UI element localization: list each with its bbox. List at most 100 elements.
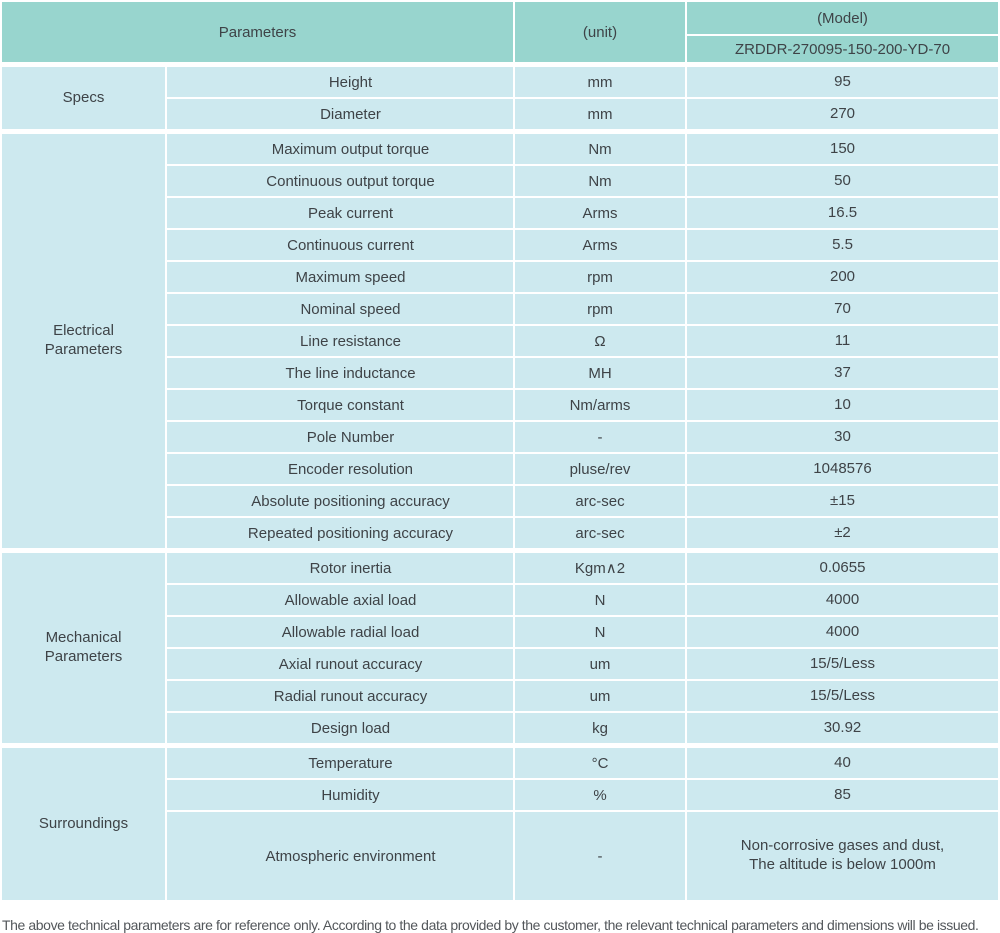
unit-cell: mm <box>515 64 685 97</box>
param-cell: Maximum output torque <box>167 131 513 164</box>
param-cell: Continuous current <box>167 230 513 260</box>
param-cell: The line inductance <box>167 358 513 388</box>
group-cell-specs: Specs <box>2 64 165 129</box>
param-cell: Rotor inertia <box>167 550 513 583</box>
model-number: ZRDDR-270095-150-200-YD-70 <box>687 36 998 62</box>
unit-cell: rpm <box>515 294 685 324</box>
unit-cell: N <box>515 617 685 647</box>
value-cell: 150 <box>687 131 998 164</box>
table-row: Diameter mm 270 <box>2 99 998 129</box>
value-cell: 30.92 <box>687 713 998 743</box>
unit-cell: Kgm∧2 <box>515 550 685 583</box>
unit-cell: um <box>515 649 685 679</box>
value-cell: 95 <box>687 64 998 97</box>
param-cell: Design load <box>167 713 513 743</box>
value-cell: 270 <box>687 99 998 129</box>
value-cell: ±15 <box>687 486 998 516</box>
header-row-2: ZRDDR-270095-150-200-YD-70 <box>2 36 998 62</box>
table-row: Allowable axial load N 4000 <box>2 585 998 615</box>
group-cell-electrical: Electrical Parameters <box>2 131 165 548</box>
table-row: Mechanical Parameters Rotor inertia Kgm∧… <box>2 550 998 743</box>
table-row: Electrical Parameters Maximum output tor… <box>2 131 998 548</box>
value-cell: 15/5/Less <box>687 649 998 679</box>
table-row: Peak current Arms 16.5 <box>2 198 998 228</box>
table-row: Line resistance Ω 11 <box>2 326 998 356</box>
unit-cell: Nm <box>515 166 685 196</box>
table-row: Nominal speed rpm 70 <box>2 294 998 324</box>
unit-cell: - <box>515 812 685 900</box>
unit-cell: um <box>515 681 685 711</box>
table-row: Maximum speed rpm 200 <box>2 262 998 292</box>
table-row: Surroundings Temperature °C 40 <box>2 745 998 900</box>
param-cell: Continuous output torque <box>167 166 513 196</box>
value-cell: Non-corrosive gases and dust, The altitu… <box>687 812 998 900</box>
param-cell: Encoder resolution <box>167 454 513 484</box>
param-cell: Diameter <box>167 99 513 129</box>
header-parameters: Parameters <box>2 2 513 62</box>
param-cell: Height <box>167 64 513 97</box>
unit-cell: MH <box>515 358 685 388</box>
unit-cell: Nm <box>515 131 685 164</box>
value-cell: 4000 <box>687 585 998 615</box>
param-cell: Axial runout accuracy <box>167 649 513 679</box>
value-cell: ±2 <box>687 518 998 548</box>
value-cell: 40 <box>687 745 998 778</box>
header-unit: (unit) <box>515 2 685 62</box>
value-cell: 70 <box>687 294 998 324</box>
param-cell: Radial runout accuracy <box>167 681 513 711</box>
unit-cell: °C <box>515 745 685 778</box>
param-cell: Atmospheric environment <box>167 812 513 900</box>
unit-cell: Arms <box>515 230 685 260</box>
value-cell: 10 <box>687 390 998 420</box>
param-cell: Nominal speed <box>167 294 513 324</box>
unit-cell: kg <box>515 713 685 743</box>
param-cell: Allowable axial load <box>167 585 513 615</box>
table-row: Axial runout accuracy um 15/5/Less <box>2 649 998 679</box>
table-header: Parameters (unit) (Model) ZRDDR-270095-1… <box>2 2 998 62</box>
param-cell: Temperature <box>167 745 513 778</box>
group-cell-surroundings: Surroundings <box>2 745 165 900</box>
unit-cell: Nm/arms <box>515 390 685 420</box>
table-row: Pole Number - 30 <box>2 422 998 452</box>
param-cell: Repeated positioning accuracy <box>167 518 513 548</box>
value-cell: 1048576 <box>687 454 998 484</box>
value-cell: 15/5/Less <box>687 681 998 711</box>
table-row: Encoder resolution pluse/rev 1048576 <box>2 454 998 484</box>
param-cell: Maximum speed <box>167 262 513 292</box>
value-cell: 30 <box>687 422 998 452</box>
spec-table: Parameters (unit) (Model) ZRDDR-270095-1… <box>0 0 1000 902</box>
header-model: (Model) <box>687 2 998 34</box>
table-row: Continuous output torque Nm 50 <box>2 166 998 196</box>
unit-cell: rpm <box>515 262 685 292</box>
unit-cell: mm <box>515 99 685 129</box>
value-cell: 16.5 <box>687 198 998 228</box>
header-row-1: Parameters (unit) (Model) <box>2 2 998 62</box>
unit-cell: - <box>515 422 685 452</box>
unit-cell: pluse/rev <box>515 454 685 484</box>
param-cell: Humidity <box>167 780 513 810</box>
table-row: Continuous current Arms 5.5 <box>2 230 998 260</box>
unit-cell: arc-sec <box>515 486 685 516</box>
value-cell: 11 <box>687 326 998 356</box>
value-cell: 200 <box>687 262 998 292</box>
unit-cell: % <box>515 780 685 810</box>
value-cell: 4000 <box>687 617 998 647</box>
table-row: Radial runout accuracy um 15/5/Less <box>2 681 998 711</box>
unit-cell: Arms <box>515 198 685 228</box>
value-cell: 85 <box>687 780 998 810</box>
value-cell: 37 <box>687 358 998 388</box>
param-cell: Torque constant <box>167 390 513 420</box>
unit-cell: N <box>515 585 685 615</box>
table-row: The line inductance MH 37 <box>2 358 998 388</box>
table-row: Design load kg 30.92 <box>2 713 998 743</box>
footer-note: The above technical parameters are for r… <box>2 917 979 933</box>
param-cell: Line resistance <box>167 326 513 356</box>
group-cell-mechanical: Mechanical Parameters <box>2 550 165 743</box>
table-row: Absolute positioning accuracy arc-sec ±1… <box>2 486 998 516</box>
param-cell: Absolute positioning accuracy <box>167 486 513 516</box>
value-cell: 50 <box>687 166 998 196</box>
table-row: Repeated positioning accuracy arc-sec ±2 <box>2 518 998 548</box>
table-row: Specs Height mm 95 <box>2 64 998 129</box>
param-cell: Pole Number <box>167 422 513 452</box>
